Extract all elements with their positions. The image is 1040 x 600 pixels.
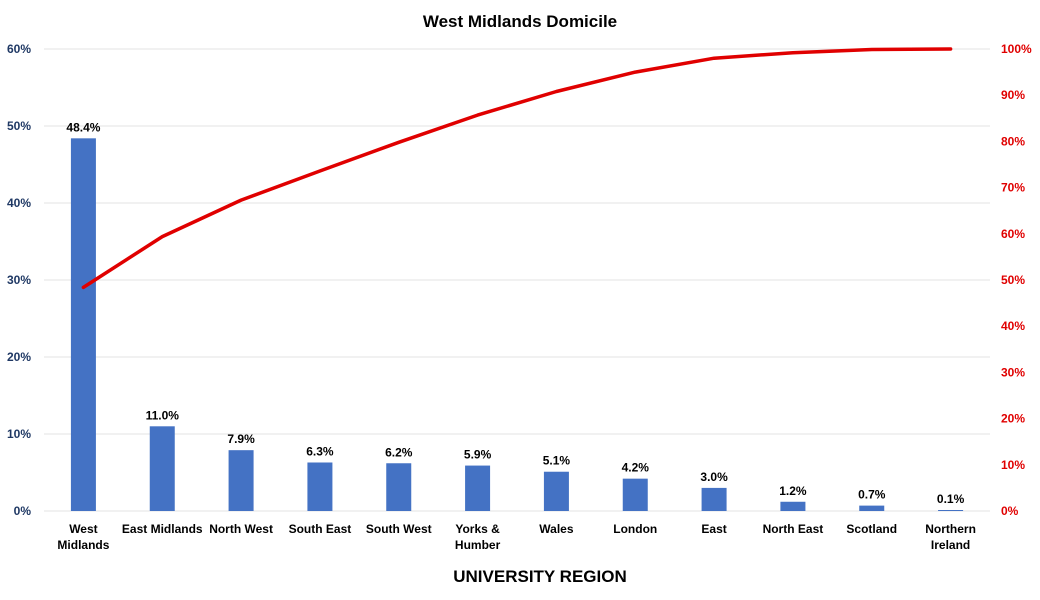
right-tick-label: 50%: [1001, 273, 1025, 287]
category-label: South West: [366, 522, 432, 536]
bar-data-label: 6.2%: [385, 445, 413, 459]
category-axis: West Midlands East Midlands North West South…: [57, 522, 976, 552]
right-tick-label: 30%: [1001, 365, 1025, 379]
bar: [386, 463, 412, 511]
bar-data-label: 5.1%: [543, 454, 571, 468]
bar-data-label: 6.3%: [306, 444, 334, 458]
bar: [149, 426, 175, 511]
bar: [465, 465, 491, 511]
category-label: Wales: [539, 522, 574, 536]
line-point: [634, 71, 636, 73]
bar-data-label: 4.2%: [622, 461, 650, 475]
category-label: London: [613, 522, 657, 536]
cumulative-line-series: [81, 47, 953, 290]
bar-data-label: 1.2%: [779, 484, 807, 498]
category-label: West Midlands: [57, 522, 109, 552]
bar: [938, 510, 964, 511]
left-tick-label: 20%: [7, 350, 31, 364]
bar-data-label: 0.1%: [937, 492, 965, 506]
bar-data-label: 0.7%: [858, 488, 886, 502]
right-tick-label: 40%: [1001, 319, 1025, 333]
left-axis: 0% 10% 20% 30% 40% 50% 60%: [7, 42, 31, 518]
bar: [780, 501, 806, 511]
line-point: [319, 170, 321, 172]
right-tick-label: 0%: [1001, 504, 1019, 518]
left-tick-label: 40%: [7, 196, 31, 210]
gridlines: [44, 48, 990, 512]
right-tick-label: 100%: [1001, 42, 1032, 56]
bar-data-label: 48.4%: [66, 120, 100, 134]
cumulative-line: [81, 47, 953, 290]
bar-data-label: 11.0%: [146, 408, 180, 422]
line-point: [477, 114, 479, 116]
category-label: Yorks & Humber: [455, 522, 501, 552]
bar: [622, 478, 648, 511]
chart-title: West Midlands Domicile: [423, 12, 617, 31]
right-axis: 0% 10% 20% 30% 40% 50% 60% 70% 80% 90% 100%: [1001, 42, 1032, 518]
left-tick-label: 60%: [7, 42, 31, 56]
bar-series: [70, 138, 964, 511]
line-point: [161, 236, 163, 238]
line-point: [398, 141, 400, 143]
category-label: North West: [209, 522, 273, 536]
right-tick-label: 80%: [1001, 134, 1025, 148]
bar-data-label: 7.9%: [227, 432, 255, 446]
right-tick-label: 20%: [1001, 412, 1025, 426]
right-tick-label: 70%: [1001, 181, 1025, 195]
bar-data-label: 3.0%: [700, 470, 728, 484]
x-axis-label: UNIVERSITY REGION: [453, 567, 627, 586]
right-tick-label: 60%: [1001, 227, 1025, 241]
bar-data-labels: 48.4% 11.0% 7.9% 6.3% 6.2% 5.9% 5.1% 4.2% 3.0% 1.…: [66, 120, 964, 506]
left-tick-label: 10%: [7, 427, 31, 441]
line-point: [240, 199, 242, 201]
bar: [543, 471, 569, 511]
line-point: [555, 91, 557, 93]
category-label: East Midlands: [122, 522, 203, 536]
category-label: Northern Ireland: [925, 522, 976, 552]
line-point: [713, 57, 715, 59]
line-point: [871, 48, 873, 50]
category-label: Scotland: [846, 522, 897, 536]
bar: [859, 505, 885, 511]
line-point: [950, 48, 952, 50]
right-tick-label: 90%: [1001, 88, 1025, 102]
line-point: [82, 286, 84, 288]
left-tick-label: 30%: [7, 273, 31, 287]
bar: [307, 462, 333, 511]
category-label: East: [701, 522, 726, 536]
category-label: North East: [763, 522, 824, 536]
bar: [70, 138, 96, 511]
left-tick-label: 0%: [14, 504, 32, 518]
bar: [701, 487, 727, 511]
bar-data-label: 5.9%: [464, 448, 492, 462]
line-point: [792, 52, 794, 54]
right-tick-label: 10%: [1001, 458, 1025, 472]
bar: [228, 450, 254, 511]
left-tick-label: 50%: [7, 119, 31, 133]
category-label: South East: [289, 522, 352, 536]
